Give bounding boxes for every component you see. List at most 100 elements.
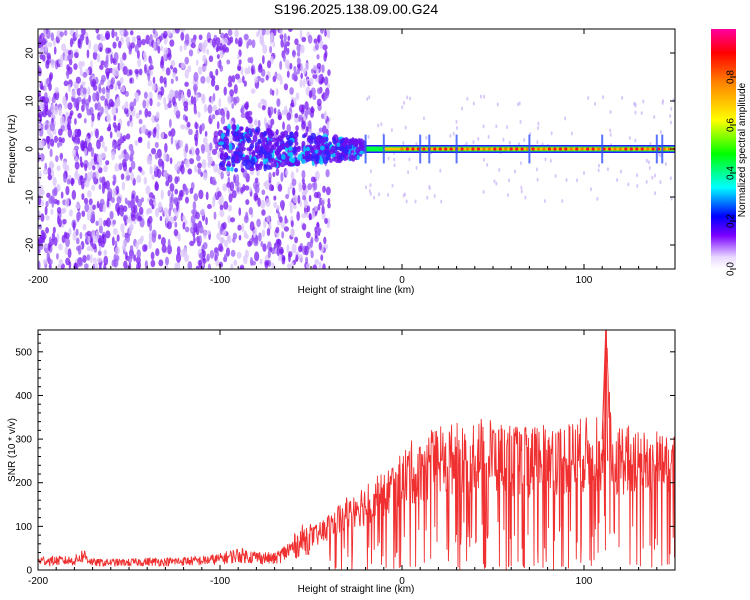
spectrogram-noise-cell — [53, 236, 58, 247]
spectrogram-noise-cell — [103, 249, 108, 256]
spectrogram-noise-cell — [265, 198, 271, 208]
spectrogram-band-cell — [351, 137, 355, 145]
spectrogram-noise-cell — [98, 167, 103, 174]
spectrogram-noise-cell — [56, 264, 61, 269]
spectrogram-noise-cell — [214, 84, 220, 91]
spectrogram-noise-cell — [76, 211, 81, 221]
spectrogram-noise-cell — [159, 75, 164, 84]
coherent-line-peak — [618, 147, 623, 151]
spectrogram-band-cell — [340, 138, 344, 143]
figure-title: S196.2025.138.09.00.G24 — [273, 1, 439, 17]
spectrogram-noise-cell — [77, 112, 82, 119]
spectrogram-noise-cell — [103, 219, 107, 227]
spectrogram-noise-cell — [223, 106, 229, 113]
spectrogram-noise-cell — [96, 164, 100, 170]
spectrogram-noise-cell — [173, 197, 179, 203]
spectrogram-noise-cell — [188, 128, 193, 136]
spectrogram-band-cell — [246, 159, 251, 163]
spectrogram-noise-cell — [182, 215, 186, 221]
spectrogram-faint-cell — [402, 193, 405, 198]
spectrogram-noise-cell — [129, 101, 135, 111]
spectrogram-noise-cell — [284, 59, 290, 69]
spectrogram-faint-cell — [634, 102, 637, 107]
spectrogram-noise-cell — [200, 93, 206, 102]
spectrogram-noise-cell — [48, 236, 52, 245]
spectrogram-band-cell — [301, 158, 306, 165]
spectrogram-noise-cell — [195, 147, 200, 156]
coherent-line-spike — [364, 134, 367, 164]
colorbar-ticks: 0.0 0.2 0.4 0.6 0.8 — [726, 70, 737, 276]
spectrogram-noise-cell — [47, 167, 52, 176]
spectrogram-faint-cell — [401, 105, 404, 110]
spectrogram-noise-cell — [129, 30, 134, 36]
spectrogram-noise-cell — [152, 76, 156, 85]
spectrogram-noise-cell — [82, 223, 87, 231]
spectrogram-noise-cell — [148, 64, 154, 71]
spectrogram-noise-cell — [85, 36, 89, 46]
spectrogram-faint-cell — [554, 174, 557, 179]
spectrogram-band-cell — [234, 156, 240, 164]
spectrogram-noise-cell — [53, 46, 57, 55]
spectrogram-noise-cell — [169, 93, 173, 100]
spectrogram-noise-cell — [107, 187, 113, 198]
spectrogram-faint-cell — [544, 157, 547, 162]
spectrogram-noise-cell — [184, 226, 190, 233]
spectrogram-faint-cell — [498, 167, 501, 172]
spectrogram-band-cell — [242, 159, 248, 167]
spectrogram-noise-cell — [241, 105, 245, 115]
spectrogram-noise-cell — [184, 33, 190, 44]
spectrogram-noise-cell — [249, 221, 255, 232]
snr-y-tick-label: 0 — [26, 566, 32, 577]
spectrogram-noise-cell — [205, 216, 208, 226]
spectrogram-noise-cell — [206, 76, 211, 84]
spectrogram-noise-cell — [193, 96, 197, 107]
coherent-line-spike — [655, 134, 658, 164]
spectrogram-y-ticks: 20 10 0 -10 -20 — [25, 42, 675, 256]
spectrogram-band-cell — [355, 146, 360, 154]
spectrogram-noise-cell — [42, 168, 49, 175]
spectrogram-noise-cell — [160, 189, 164, 200]
spectrogram-noise-cell — [209, 249, 215, 259]
spectrogram-noise-cell — [101, 233, 105, 244]
spectrogram-noise-cell — [275, 168, 280, 176]
spectrogram-band-cell — [226, 160, 231, 167]
spectrogram-noise-cell — [38, 170, 42, 180]
spectrogram-noise-cell — [120, 223, 125, 233]
spectrogram-noise-cell — [106, 114, 111, 123]
spectrogram-noise-cell — [187, 168, 192, 175]
spectrogram-noise-cell — [244, 67, 249, 75]
spectrogram-noise-cell — [123, 30, 129, 37]
spectrogram-noise-cell — [184, 81, 189, 87]
spectrogram-y-tick-label: 20 — [25, 47, 36, 59]
spectrogram-noise-cell — [67, 127, 73, 138]
spectrogram-noise-cell — [195, 93, 199, 102]
spectrogram-noise-cell — [319, 29, 325, 34]
spectrogram-noise-cell — [248, 207, 253, 215]
spectrogram-noise-cell — [146, 208, 149, 216]
spectrogram-noise-cell — [231, 75, 236, 83]
spectrogram-noise-cell — [52, 37, 56, 47]
spectrogram-noise-cell — [251, 66, 254, 75]
spectrogram-noise-cell — [173, 207, 177, 216]
coherent-line-peak — [542, 147, 546, 151]
spectrogram-noise-cell — [208, 55, 214, 63]
spectrogram-noise-cell — [131, 36, 137, 44]
spectrogram-noise-cell — [292, 193, 298, 204]
spectrogram-noise-cell — [238, 207, 242, 216]
spectrogram-noise-cell — [99, 79, 105, 86]
spectrogram-noise-cell — [81, 29, 85, 35]
spectrogram-noise-cell — [226, 110, 230, 120]
spectrogram-noise-cell — [270, 118, 275, 126]
spectrogram-noise-cell — [188, 49, 194, 57]
spectrogram-noise-cell — [283, 83, 289, 91]
spectrogram-noise-cell — [63, 175, 67, 183]
spectrogram-noise-cell — [264, 29, 270, 36]
coherent-line-spike — [455, 134, 458, 164]
spectrogram-noise-cell — [304, 211, 309, 218]
spectrogram-faint-cell — [649, 141, 652, 146]
spectrogram-noise-cell — [285, 169, 289, 177]
spectrogram-noise-cell — [94, 103, 98, 111]
spectrogram-noise-cell — [87, 132, 91, 139]
spectrogram-noise-cell — [276, 246, 280, 257]
spectrogram-noise-cell — [174, 90, 179, 99]
